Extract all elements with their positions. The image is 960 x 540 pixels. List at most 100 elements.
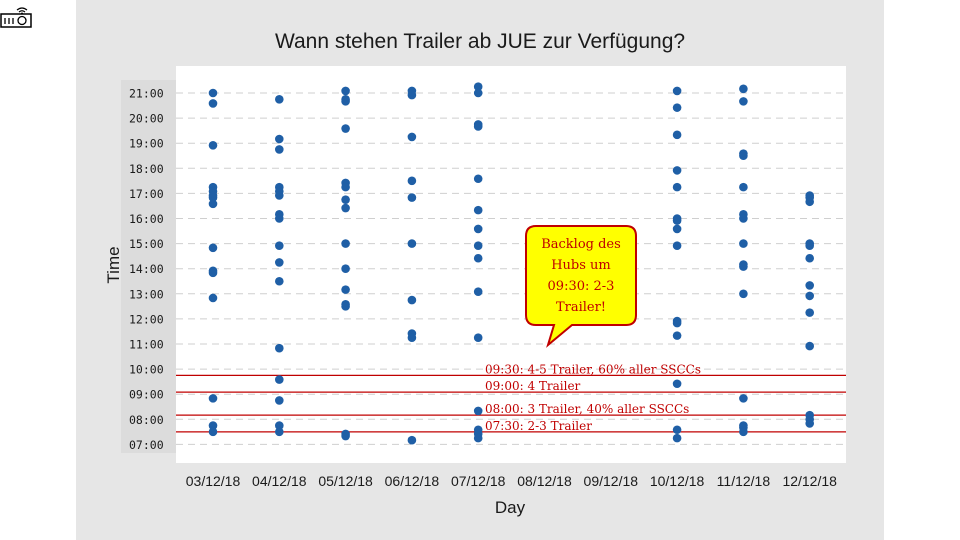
data-point bbox=[739, 151, 748, 161]
data-point bbox=[739, 239, 748, 248]
x-tick-label: 06/12/18 bbox=[385, 473, 440, 489]
data-point bbox=[473, 433, 483, 443]
data-point bbox=[275, 421, 284, 430]
chart-title: Wann stehen Trailer ab JUE zur Verfügung… bbox=[275, 30, 685, 53]
data-point bbox=[473, 406, 483, 416]
data-point bbox=[739, 262, 748, 271]
data-point bbox=[208, 394, 218, 403]
callout-line-4: Trailer! bbox=[556, 300, 606, 315]
data-point bbox=[473, 241, 483, 250]
data-point bbox=[739, 427, 748, 437]
data-point bbox=[739, 84, 748, 94]
data-point bbox=[407, 333, 417, 343]
y-tick-label: 12:00 bbox=[129, 312, 164, 326]
data-point bbox=[275, 258, 284, 267]
data-point bbox=[275, 134, 284, 144]
reference-line-label: 07:30: 2-3 Trailer bbox=[485, 419, 592, 433]
y-tick-label: 07:00 bbox=[129, 438, 164, 452]
data-point bbox=[208, 421, 218, 430]
y-tick-label: 11:00 bbox=[129, 338, 164, 352]
data-point bbox=[341, 124, 350, 133]
data-point bbox=[672, 318, 682, 328]
data-point bbox=[275, 396, 284, 405]
data-point bbox=[805, 241, 814, 250]
data-point bbox=[739, 289, 748, 299]
y-tick-label: 08:00 bbox=[129, 413, 164, 427]
y-axis-label: Time bbox=[104, 246, 123, 283]
x-tick-label: 12/12/18 bbox=[782, 473, 837, 489]
data-point bbox=[739, 182, 748, 192]
data-point bbox=[672, 103, 682, 112]
callout-line-3: 09:30: 2-3 bbox=[548, 279, 615, 294]
reference-line-label: 08:00: 3 Trailer, 40% aller SSCCs bbox=[485, 402, 689, 416]
y-tick-label: 17:00 bbox=[129, 187, 164, 201]
y-tick-label: 15:00 bbox=[129, 237, 164, 251]
data-point bbox=[275, 427, 284, 437]
data-point bbox=[341, 239, 350, 248]
data-point bbox=[407, 435, 417, 445]
data-point bbox=[672, 379, 682, 389]
data-point bbox=[805, 197, 814, 207]
data-point bbox=[407, 132, 417, 142]
data-point bbox=[739, 97, 748, 106]
data-point bbox=[473, 88, 483, 98]
data-point bbox=[672, 130, 682, 140]
data-point bbox=[473, 253, 483, 263]
data-point bbox=[275, 214, 284, 223]
data-point bbox=[407, 239, 417, 248]
y-tick-label-band bbox=[121, 80, 176, 453]
x-tick-label: 11/12/18 bbox=[717, 473, 771, 489]
data-point bbox=[739, 214, 748, 223]
data-point bbox=[341, 285, 350, 294]
y-tick-label: 14:00 bbox=[129, 262, 164, 276]
data-point bbox=[473, 174, 483, 184]
data-point bbox=[208, 427, 218, 437]
reference-line-label: 09:00: 4 Trailer bbox=[485, 379, 581, 393]
data-point bbox=[805, 291, 814, 301]
data-point bbox=[407, 90, 417, 100]
data-point bbox=[341, 302, 350, 311]
data-point bbox=[275, 343, 284, 353]
data-point bbox=[805, 419, 814, 428]
data-point bbox=[805, 253, 814, 263]
data-point bbox=[341, 264, 350, 274]
y-tick-label: 21:00 bbox=[129, 87, 164, 101]
data-point bbox=[672, 166, 682, 175]
data-point bbox=[672, 182, 682, 192]
data-point bbox=[208, 99, 218, 108]
data-point bbox=[208, 293, 218, 303]
data-point bbox=[672, 425, 682, 435]
x-tick-label: 08/12/18 bbox=[517, 473, 572, 489]
data-point bbox=[473, 224, 483, 234]
y-tick-label: 20:00 bbox=[129, 112, 164, 126]
x-tick-label: 09/12/18 bbox=[584, 473, 639, 489]
data-point bbox=[672, 331, 682, 340]
x-tick-label: 07/12/18 bbox=[451, 473, 506, 489]
x-tick-label: 04/12/18 bbox=[252, 473, 307, 489]
projector-icon bbox=[0, 7, 32, 28]
data-point bbox=[739, 394, 748, 403]
x-tick-label: 05/12/18 bbox=[318, 473, 373, 489]
data-point bbox=[473, 122, 483, 131]
data-point bbox=[275, 241, 284, 250]
data-point bbox=[805, 308, 814, 317]
data-point bbox=[407, 295, 417, 305]
data-point bbox=[672, 241, 682, 250]
data-point bbox=[275, 191, 284, 200]
callout-line-1: Backlog des bbox=[541, 237, 621, 252]
callout: Backlog des Hubs um 09:30: 2-3 Trailer! bbox=[525, 225, 637, 348]
data-point bbox=[208, 193, 218, 202]
data-point bbox=[341, 97, 350, 106]
x-axis-label: Day bbox=[495, 498, 526, 517]
data-point bbox=[275, 145, 284, 154]
plot-area bbox=[176, 66, 846, 463]
data-point bbox=[805, 281, 814, 290]
x-tick-label: 10/12/18 bbox=[650, 473, 705, 489]
data-point bbox=[275, 276, 284, 286]
data-point bbox=[208, 243, 218, 253]
y-tick-label: 10:00 bbox=[129, 363, 164, 377]
data-point bbox=[805, 341, 814, 351]
data-point bbox=[473, 287, 483, 297]
y-tick-label: 18:00 bbox=[129, 162, 164, 176]
